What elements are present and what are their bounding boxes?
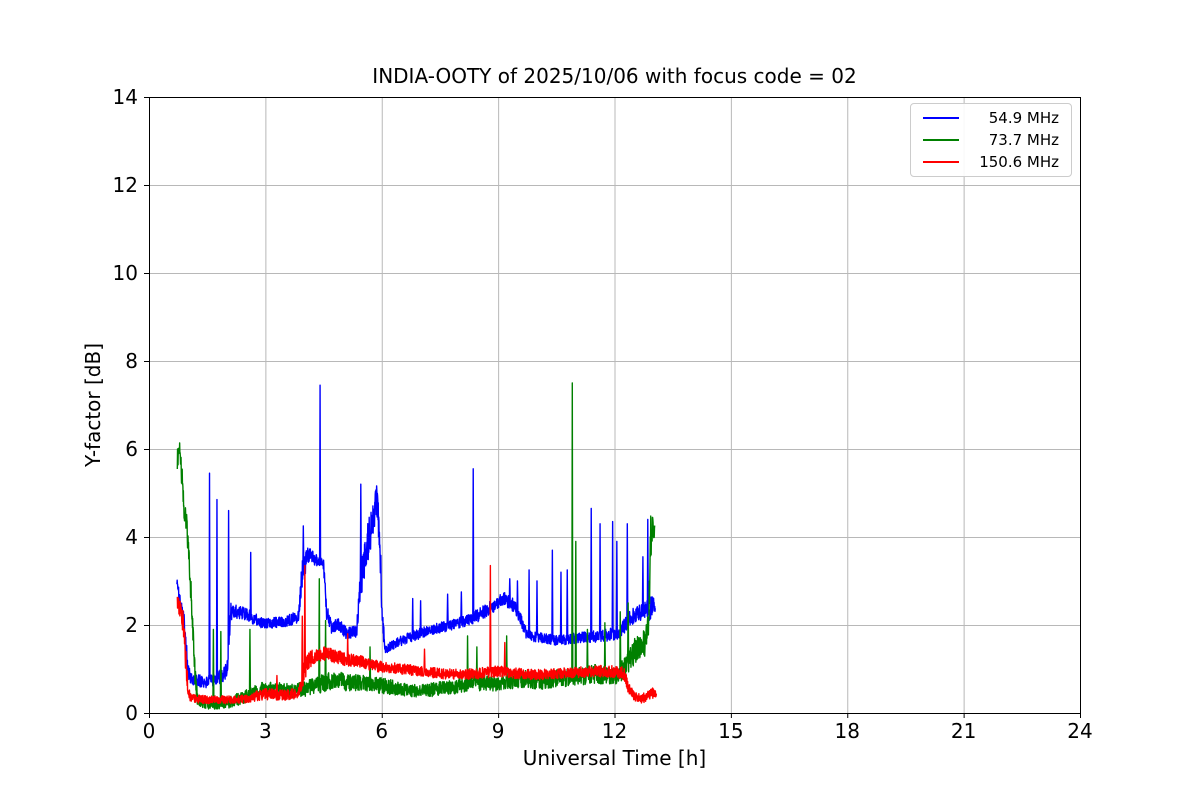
series-line-0 — [176, 384, 656, 689]
x-tick-label: 24 — [1067, 719, 1093, 743]
legend-line-swatch — [923, 116, 959, 120]
tick-marks — [144, 97, 1081, 718]
x-tick-label: 6 — [375, 719, 389, 743]
legend-label: 150.6 MHz — [979, 153, 1059, 171]
legend: 54.9 MHz 73.7 MHz 150.6 MHz — [910, 103, 1072, 177]
x-tick-label: 12 — [601, 719, 628, 743]
y-tick-label: 10 — [112, 261, 138, 285]
x-tick-label: 21 — [950, 719, 977, 743]
y-tick-label: 14 — [112, 85, 138, 109]
legend-line-swatch — [923, 138, 959, 142]
y-tick-label: 8 — [125, 349, 138, 373]
legend-label: 73.7 MHz — [988, 131, 1059, 149]
y-tick-label: 2 — [125, 613, 138, 637]
legend-item: 73.7 MHz — [923, 129, 1059, 151]
x-tick-label: 0 — [142, 719, 156, 743]
legend-item: 54.9 MHz — [923, 107, 1059, 129]
x-tick-label: 15 — [718, 719, 744, 743]
legend-line-swatch — [923, 160, 959, 164]
x-tick-label: 3 — [259, 719, 272, 743]
y-axis-label: Y-factor [dB] — [81, 342, 105, 468]
y-tick-label: 4 — [125, 525, 138, 549]
chart-title: INDIA-OOTY of 2025/10/06 with focus code… — [372, 64, 857, 88]
y-tick-label: 12 — [112, 173, 138, 197]
legend-label: 54.9 MHz — [988, 109, 1059, 127]
data-series — [176, 382, 658, 710]
series-line-2 — [176, 564, 658, 705]
y-tick-label: 0 — [125, 701, 138, 725]
series-line-1 — [176, 382, 656, 710]
legend-item: 150.6 MHz — [923, 151, 1059, 173]
y-tick-label: 6 — [125, 437, 138, 461]
x-axis-label: Universal Time [h] — [522, 746, 707, 770]
x-tick-label: 9 — [491, 719, 505, 743]
x-tick-label: 18 — [834, 719, 860, 743]
